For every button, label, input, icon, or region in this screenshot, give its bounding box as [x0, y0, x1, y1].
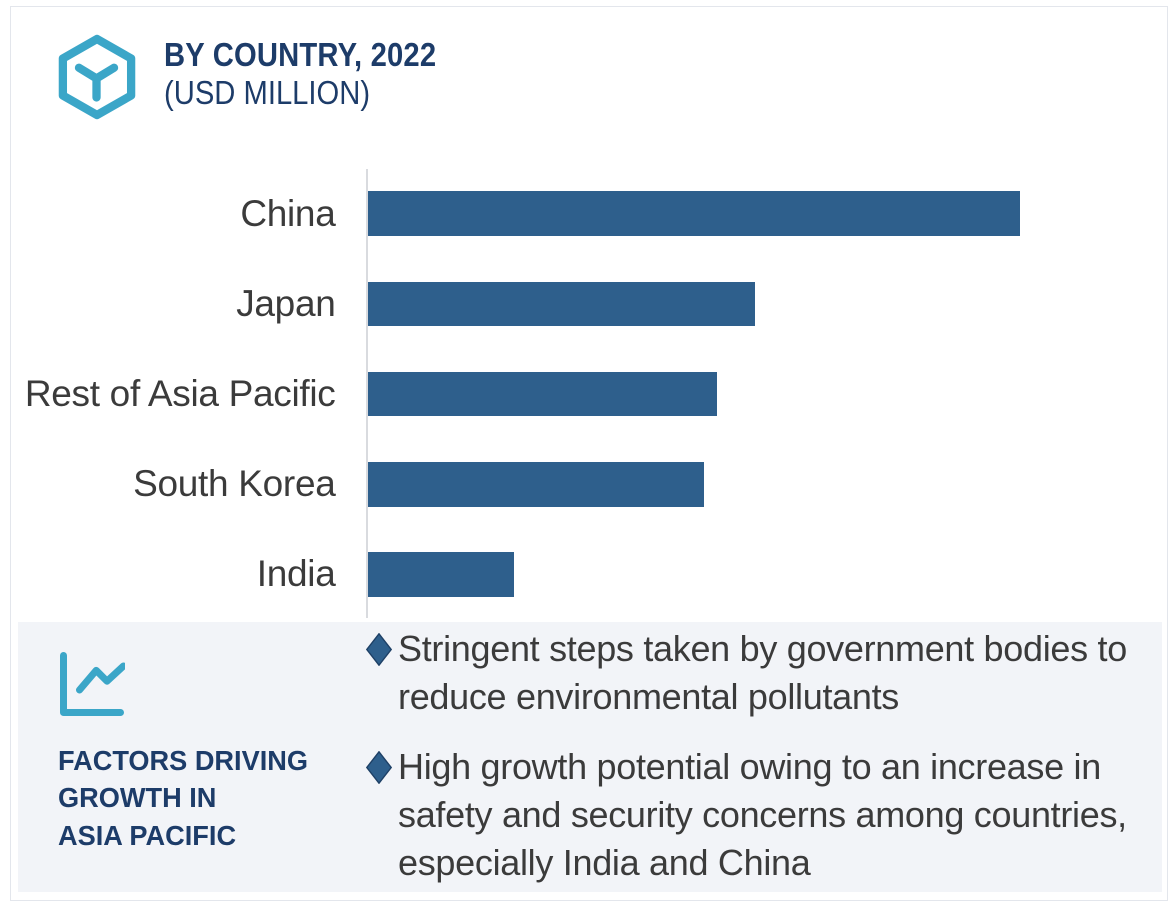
- bullet-text: High growth potential owing to an increa…: [398, 746, 1127, 883]
- bar-row: India: [11, 552, 1111, 597]
- bar: [367, 462, 704, 507]
- diamond-bullet-icon: [366, 633, 392, 666]
- bullet-item: Stringent steps taken by government bodi…: [366, 625, 1156, 721]
- bar: [367, 552, 514, 597]
- factors-title-line: GROWTH IN: [58, 782, 217, 814]
- bar: [367, 191, 1020, 236]
- diamond-bullet-icon: [366, 751, 392, 784]
- bar-row: China: [11, 191, 1111, 236]
- factors-title: FACTORS DRIVING GROWTH IN ASIA PACIFIC: [58, 742, 308, 854]
- factors-title-line: FACTORS DRIVING: [58, 745, 309, 776]
- category-label: India: [256, 553, 336, 595]
- line-chart-icon: [59, 651, 125, 716]
- bar: [367, 371, 717, 417]
- chart-card: BY COUNTRY, 2022 (USD MILLION) China Jap…: [10, 6, 1168, 901]
- bar-row: Japan: [11, 281, 1111, 327]
- bullet-item: High growth potential owing to an increa…: [366, 743, 1156, 887]
- bar-row: Rest of Asia Pacific: [11, 371, 1111, 417]
- factors-panel: FACTORS DRIVING GROWTH IN ASIA PACIFIC S…: [18, 622, 1162, 892]
- header-text: BY COUNTRY, 2022 (USD MILLION): [164, 36, 436, 111]
- factors-title-line: ASIA PACIFIC: [58, 819, 237, 851]
- category-label: South Korea: [133, 463, 336, 505]
- bullet-list: Stringent steps taken by government bodi…: [366, 625, 1156, 909]
- category-label: China: [240, 192, 336, 234]
- chart-title: BY COUNTRY, 2022: [164, 36, 437, 73]
- bullet-text: Stringent steps taken by government bodi…: [398, 628, 1127, 717]
- chart-subtitle: (USD MILLION): [164, 73, 371, 111]
- bar: [367, 281, 755, 327]
- bar-row: South Korea: [11, 462, 1111, 507]
- category-label: Rest of Asia Pacific: [24, 373, 336, 415]
- y-axis-line: [365, 169, 368, 618]
- hexagon-cube-icon: [58, 34, 136, 120]
- category-label: Japan: [236, 282, 336, 324]
